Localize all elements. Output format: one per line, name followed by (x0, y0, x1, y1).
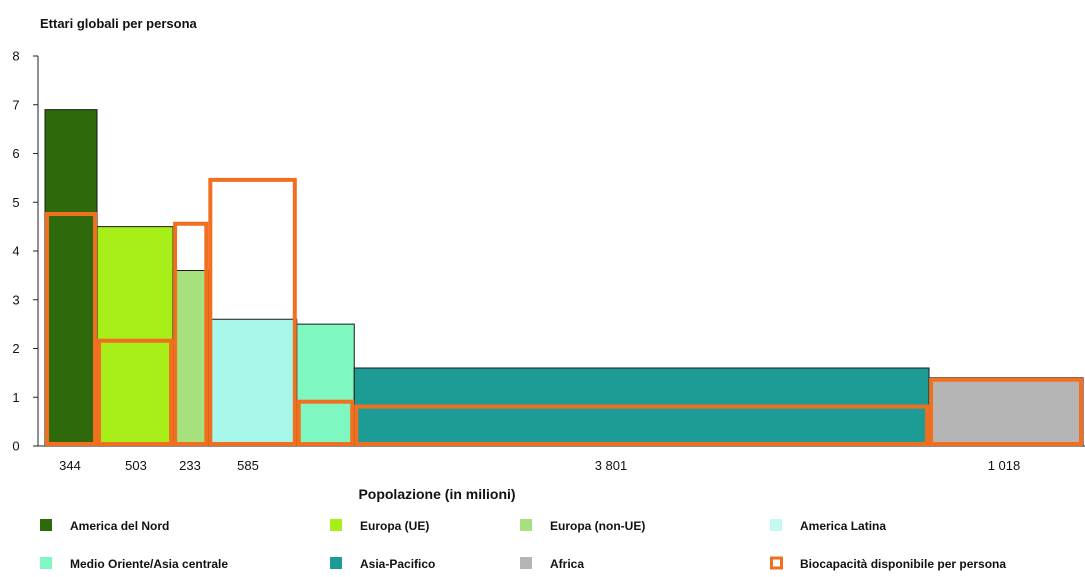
population-label: 233 (179, 458, 201, 473)
legend-swatch (330, 519, 342, 531)
biocapacity-outline-5 (354, 404, 930, 446)
legend-label: Europa (UE) (360, 519, 429, 533)
y-tick-label: 0 (12, 439, 19, 454)
legend-label: America Latina (800, 519, 886, 533)
legend-label: Biocapacità disponibile per persona (800, 557, 1006, 571)
y-tick-label: 6 (12, 146, 19, 161)
population-label: 3 801 (595, 458, 628, 473)
population-label: 1 018 (988, 458, 1021, 473)
footprint-bar-6 (928, 377, 1084, 447)
biocapacity-outline-3 (208, 177, 297, 446)
chart-title: Ettari globali per persona (40, 16, 198, 31)
y-tick-label: 3 (12, 292, 19, 307)
legend: America del Nord Europa (UE) Europa (non-U… (40, 519, 1006, 571)
population-tick-labels: 344 503 233 585 3 801 1 018 (59, 458, 1020, 473)
footprint-bars (44, 109, 1084, 447)
legend-label: Europa (non-UE) (550, 519, 645, 533)
legend-label: Africa (550, 557, 584, 571)
y-tick-label: 7 (12, 97, 19, 112)
legend-swatch (520, 557, 532, 569)
y-tick-label: 5 (12, 195, 19, 210)
footprint-bar-1 (96, 226, 174, 447)
footprint-bar-4 (296, 323, 355, 447)
biocapacity-outline-6 (929, 377, 1083, 446)
population-label: 503 (125, 458, 147, 473)
y-tick-label: 1 (12, 390, 19, 405)
x-axis-label: Popolazione (in milioni) (358, 486, 515, 502)
biocapacity-outline-2 (173, 221, 209, 446)
legend-swatch-biocapacity (770, 556, 783, 570)
y-tick-label: 8 (12, 49, 19, 64)
population-label: 344 (59, 458, 81, 473)
legend-label: America del Nord (70, 519, 169, 533)
legend-swatch (770, 519, 782, 531)
y-tick-label: 2 (12, 341, 19, 356)
footprint-bar-3 (207, 318, 298, 447)
biocapacity-outline-4 (296, 399, 355, 446)
biocapacity-outline-1 (97, 338, 174, 446)
legend-swatch (40, 519, 52, 531)
biocapacity-outlines (45, 177, 1083, 446)
population-label: 585 (237, 458, 259, 473)
legend-swatch (40, 557, 52, 569)
y-tick-label: 4 (12, 244, 19, 259)
footprint-bar-2 (172, 270, 209, 447)
legend-label: Asia-Pacifico (360, 557, 435, 571)
biocapacity-outline-0 (45, 212, 98, 446)
legend-label: Medio Oriente/Asia centrale (70, 557, 228, 571)
footprint-bar-0 (44, 109, 98, 447)
legend-swatch (330, 557, 342, 569)
legend-swatch (520, 519, 532, 531)
